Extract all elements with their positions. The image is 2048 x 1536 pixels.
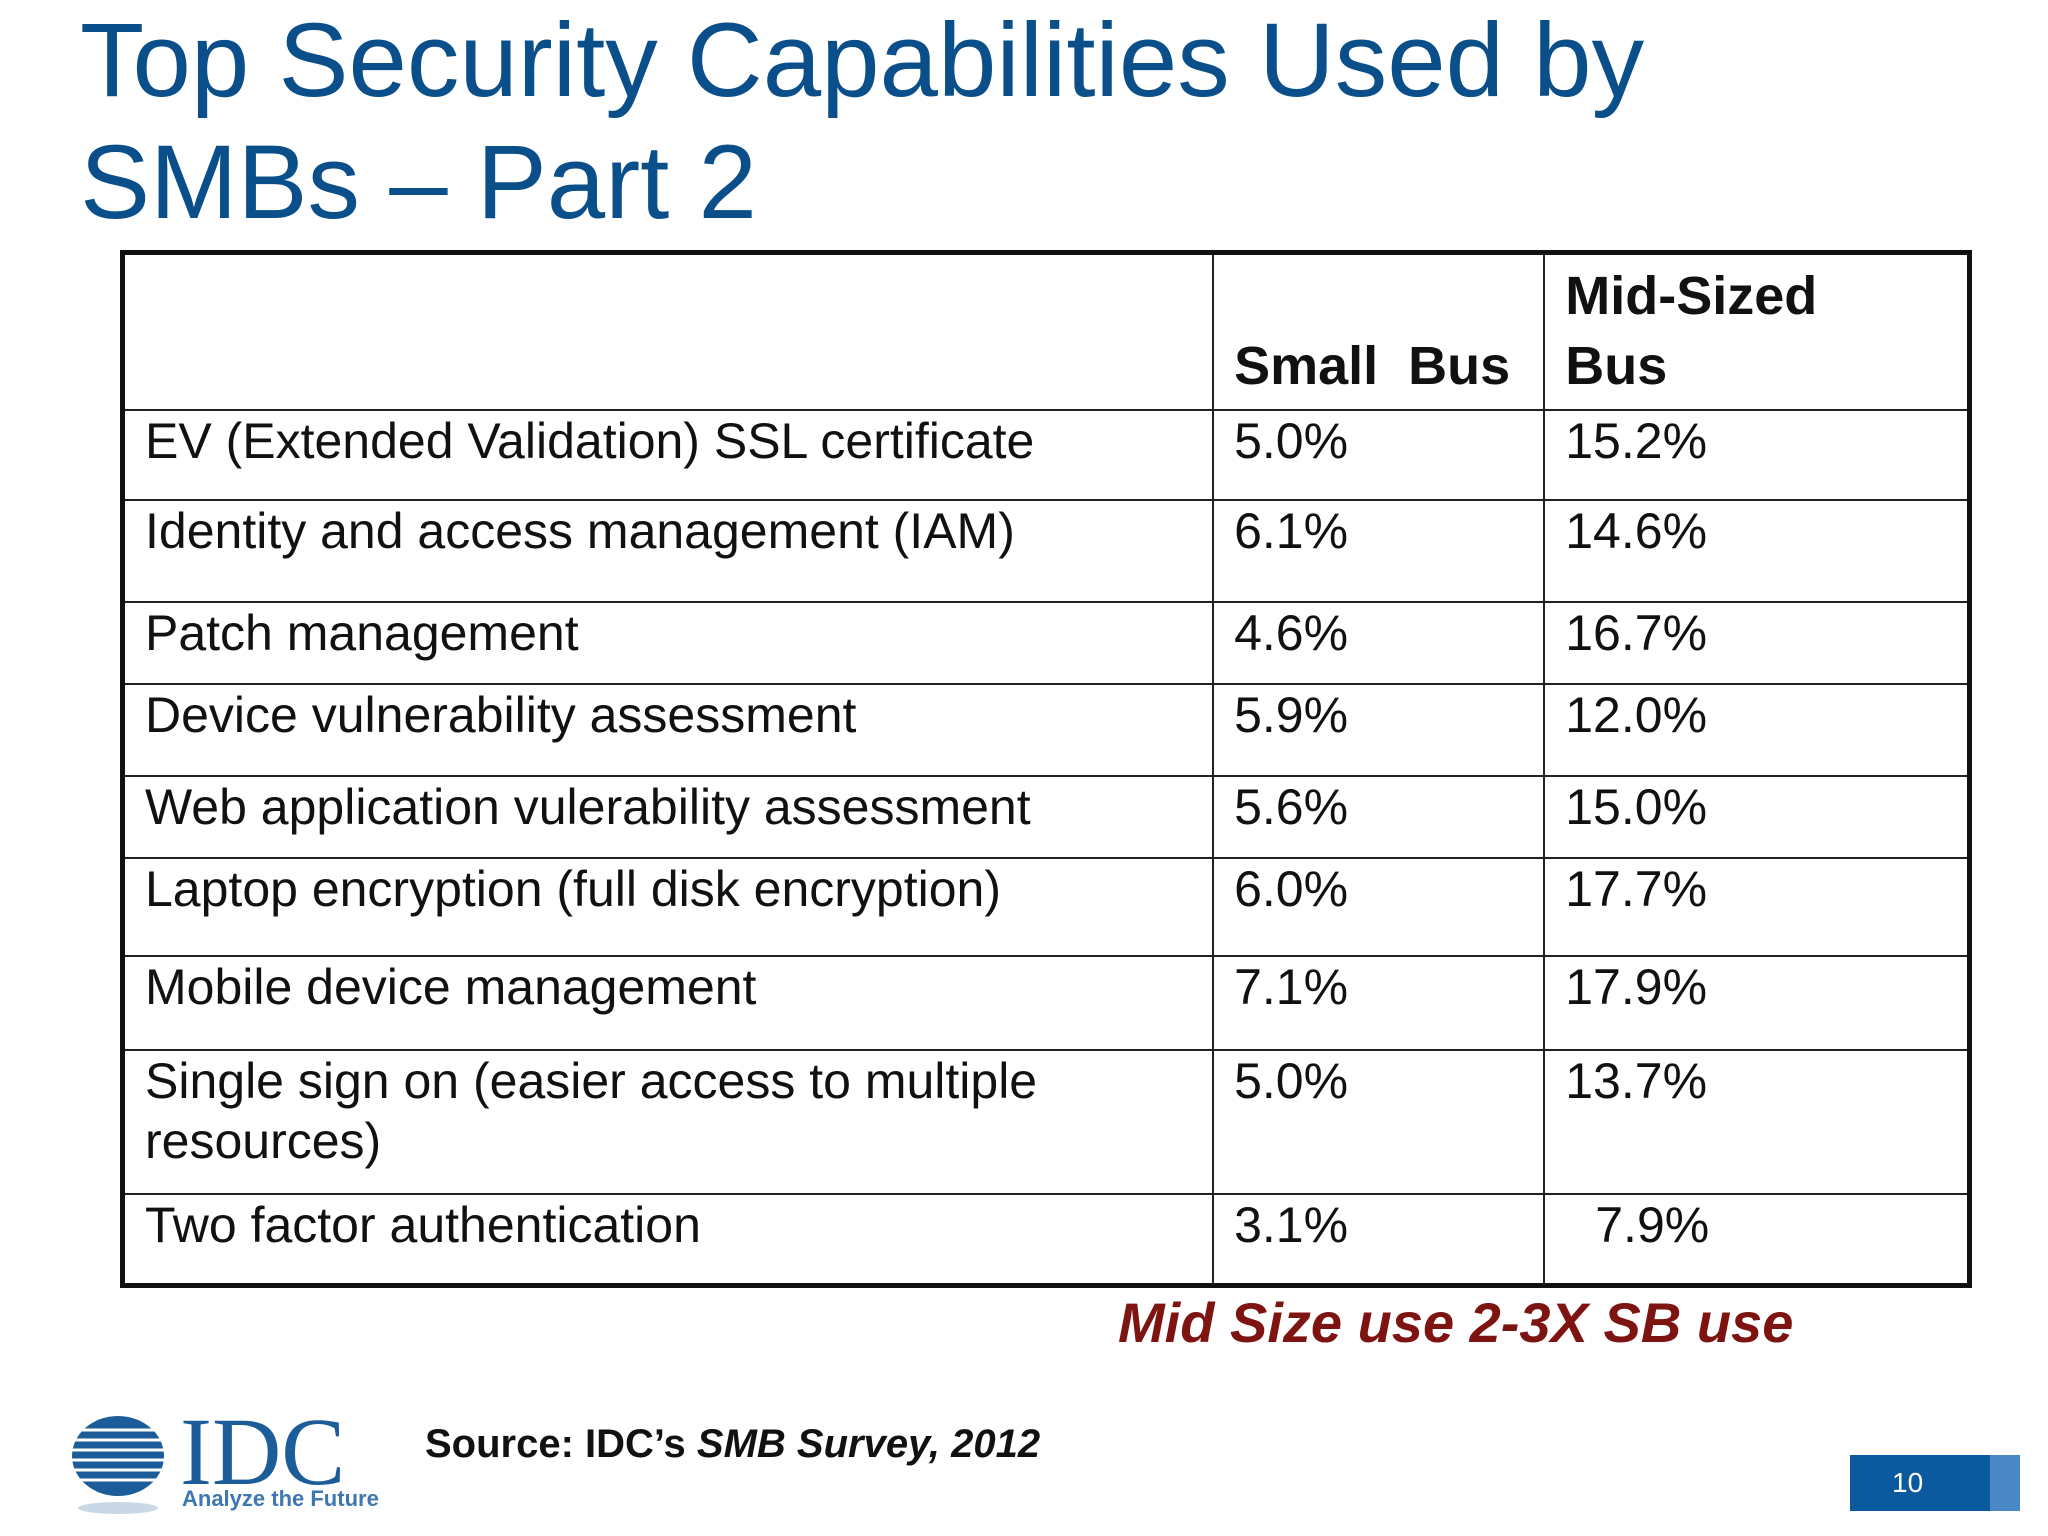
capability-cell: Laptop encryption (full disk encryption)	[121, 856, 1215, 957]
mid-sized-bus-cell: 14.6%	[1543, 498, 1971, 603]
capability-cell: Single sign on (easier access to multipl…	[121, 1048, 1215, 1195]
mid-sized-bus-cell: 16.7%	[1543, 600, 1971, 685]
table-row: Device vulnerability assessment 5.9% 12.0%	[121, 682, 1971, 777]
table-row: Patch management 4.6% 16.7%	[121, 600, 1971, 685]
small-bus-cell: 4.6%	[1212, 600, 1546, 685]
small-bus-cell: 3.1%	[1212, 1192, 1546, 1287]
page-number-box: 10	[1850, 1455, 2020, 1511]
idc-logo: IDC Analyze the Future	[58, 1398, 388, 1518]
table-row: EV (Extended Validation) SSL certificate…	[121, 408, 1971, 501]
source-title: SMB Survey, 2012	[696, 1422, 1041, 1466]
logo-tagline: Analyze the Future	[182, 1486, 379, 1511]
header-small-bus: Small Bus	[1212, 251, 1546, 411]
capability-cell: Web application vulerability assessment	[121, 774, 1215, 859]
page-box-stripe	[1990, 1455, 2020, 1511]
mid-sized-bus-cell: 13.7%	[1543, 1048, 1971, 1195]
small-bus-cell: 7.1%	[1212, 954, 1546, 1051]
comparison-note: Mid Size use 2-3X SB use	[1118, 1291, 1794, 1354]
capability-cell: Device vulnerability assessment	[121, 682, 1215, 777]
source-prefix: Source: IDC’s	[425, 1422, 697, 1466]
table-body: EV (Extended Validation) SSL certificate…	[121, 408, 1971, 1287]
mid-sized-bus-cell: 17.9%	[1543, 954, 1971, 1051]
table-row: Single sign on (easier access to multipl…	[121, 1048, 1971, 1195]
small-bus-cell: 5.9%	[1212, 682, 1546, 777]
logo-wordmark: IDC	[180, 1398, 346, 1505]
header-mid-sized-bus: Mid-Sized Bus	[1543, 251, 1971, 411]
slide-title-line-1: Top Security Capabilities Used by	[80, 2, 1645, 119]
mid-sized-bus-cell: 15.2%	[1543, 408, 1971, 501]
slide-title-line-2: SMBs – Part 2	[80, 124, 757, 241]
mid-sized-bus-cell: 15.0%	[1543, 774, 1971, 859]
table-row: Web application vulerability assessment 5…	[121, 774, 1971, 859]
capabilities-table: Small Bus Mid-Sized Bus EV (Extended Val…	[120, 250, 1972, 1288]
table-row: Mobile device management 7.1% 17.9%	[121, 954, 1971, 1051]
globe-icon	[58, 1416, 178, 1514]
capability-cell: Mobile device management	[121, 954, 1215, 1051]
small-bus-cell: 5.0%	[1212, 1048, 1546, 1195]
page-number: 10	[1892, 1467, 1924, 1498]
capability-cell: EV (Extended Validation) SSL certificate	[121, 408, 1215, 501]
small-bus-cell: 5.6%	[1212, 774, 1546, 859]
mid-sized-bus-cell: 12.0%	[1543, 682, 1971, 777]
small-bus-cell: 6.1%	[1212, 498, 1546, 603]
header-capability	[121, 251, 1215, 411]
small-bus-cell: 6.0%	[1212, 856, 1546, 957]
table-row: Laptop encryption (full disk encryption)…	[121, 856, 1971, 957]
capability-cell: Two factor authentication	[121, 1192, 1215, 1287]
table-row: Two factor authentication 3.1% 7.9%	[121, 1192, 1971, 1287]
mid-sized-bus-cell: 17.7%	[1543, 856, 1971, 957]
slide-title: Top Security Capabilities Used by SMBs –…	[80, 0, 1780, 244]
table-row: Identity and access management (IAM) 6.1%…	[121, 498, 1971, 603]
small-bus-cell: 5.0%	[1212, 408, 1546, 501]
capability-cell: Identity and access management (IAM)	[121, 498, 1215, 603]
table-header-row: Small Bus Mid-Sized Bus	[121, 251, 1971, 411]
source-citation: Source: IDC’s SMB Survey, 2012	[425, 1422, 1040, 1467]
capability-cell: Patch management	[121, 600, 1215, 685]
mid-sized-bus-cell: 7.9%	[1543, 1192, 1971, 1287]
